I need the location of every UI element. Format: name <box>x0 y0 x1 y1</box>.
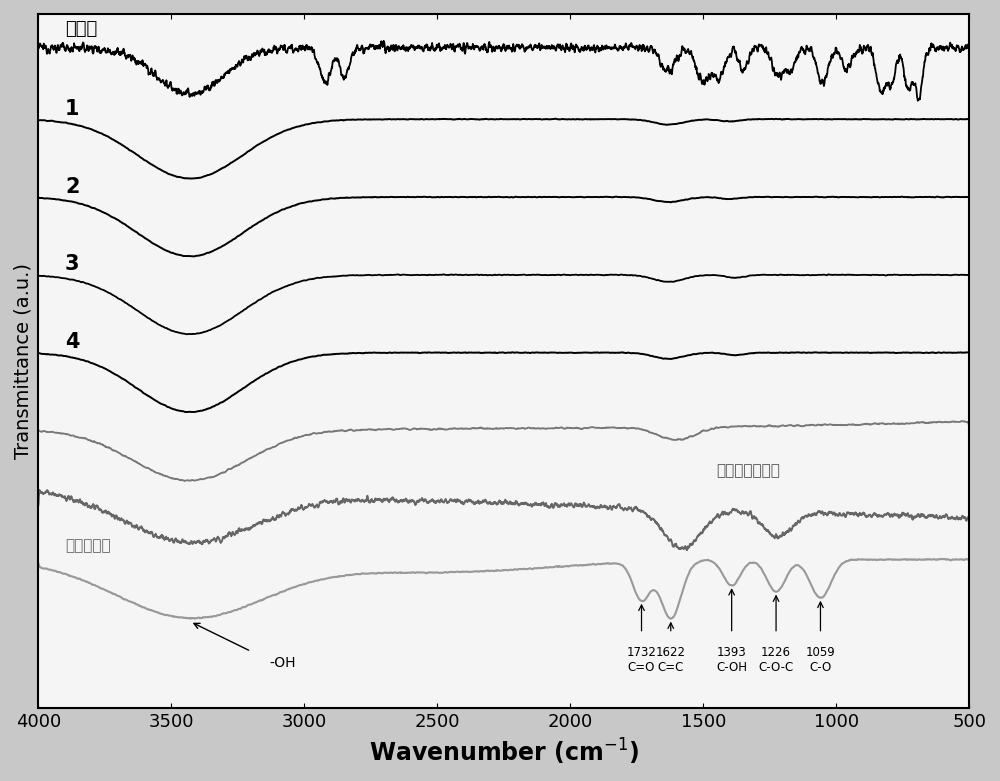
Text: 2: 2 <box>65 177 80 197</box>
Text: 3: 3 <box>65 255 80 274</box>
Text: 1732
C=O: 1732 C=O <box>627 646 656 674</box>
Text: 1226
C-O-C: 1226 C-O-C <box>758 646 794 674</box>
Text: 1: 1 <box>65 98 80 119</box>
Text: 1393
C-OH: 1393 C-OH <box>716 646 747 674</box>
Text: 4: 4 <box>65 332 80 352</box>
Y-axis label: Transmittance (a.u.): Transmittance (a.u.) <box>14 263 33 459</box>
Text: 还原氧化石墨烯: 还原氧化石墨烯 <box>717 463 780 478</box>
Text: 聚合物: 聚合物 <box>65 20 97 37</box>
Text: 1059
C-O: 1059 C-O <box>806 646 835 674</box>
Text: 1622
C=C: 1622 C=C <box>656 646 686 674</box>
Text: 氧化石墨烯: 氧化石墨烯 <box>65 538 111 553</box>
Text: -OH: -OH <box>270 655 296 669</box>
X-axis label: Wavenumber (cm$^{-1}$): Wavenumber (cm$^{-1}$) <box>369 737 639 767</box>
